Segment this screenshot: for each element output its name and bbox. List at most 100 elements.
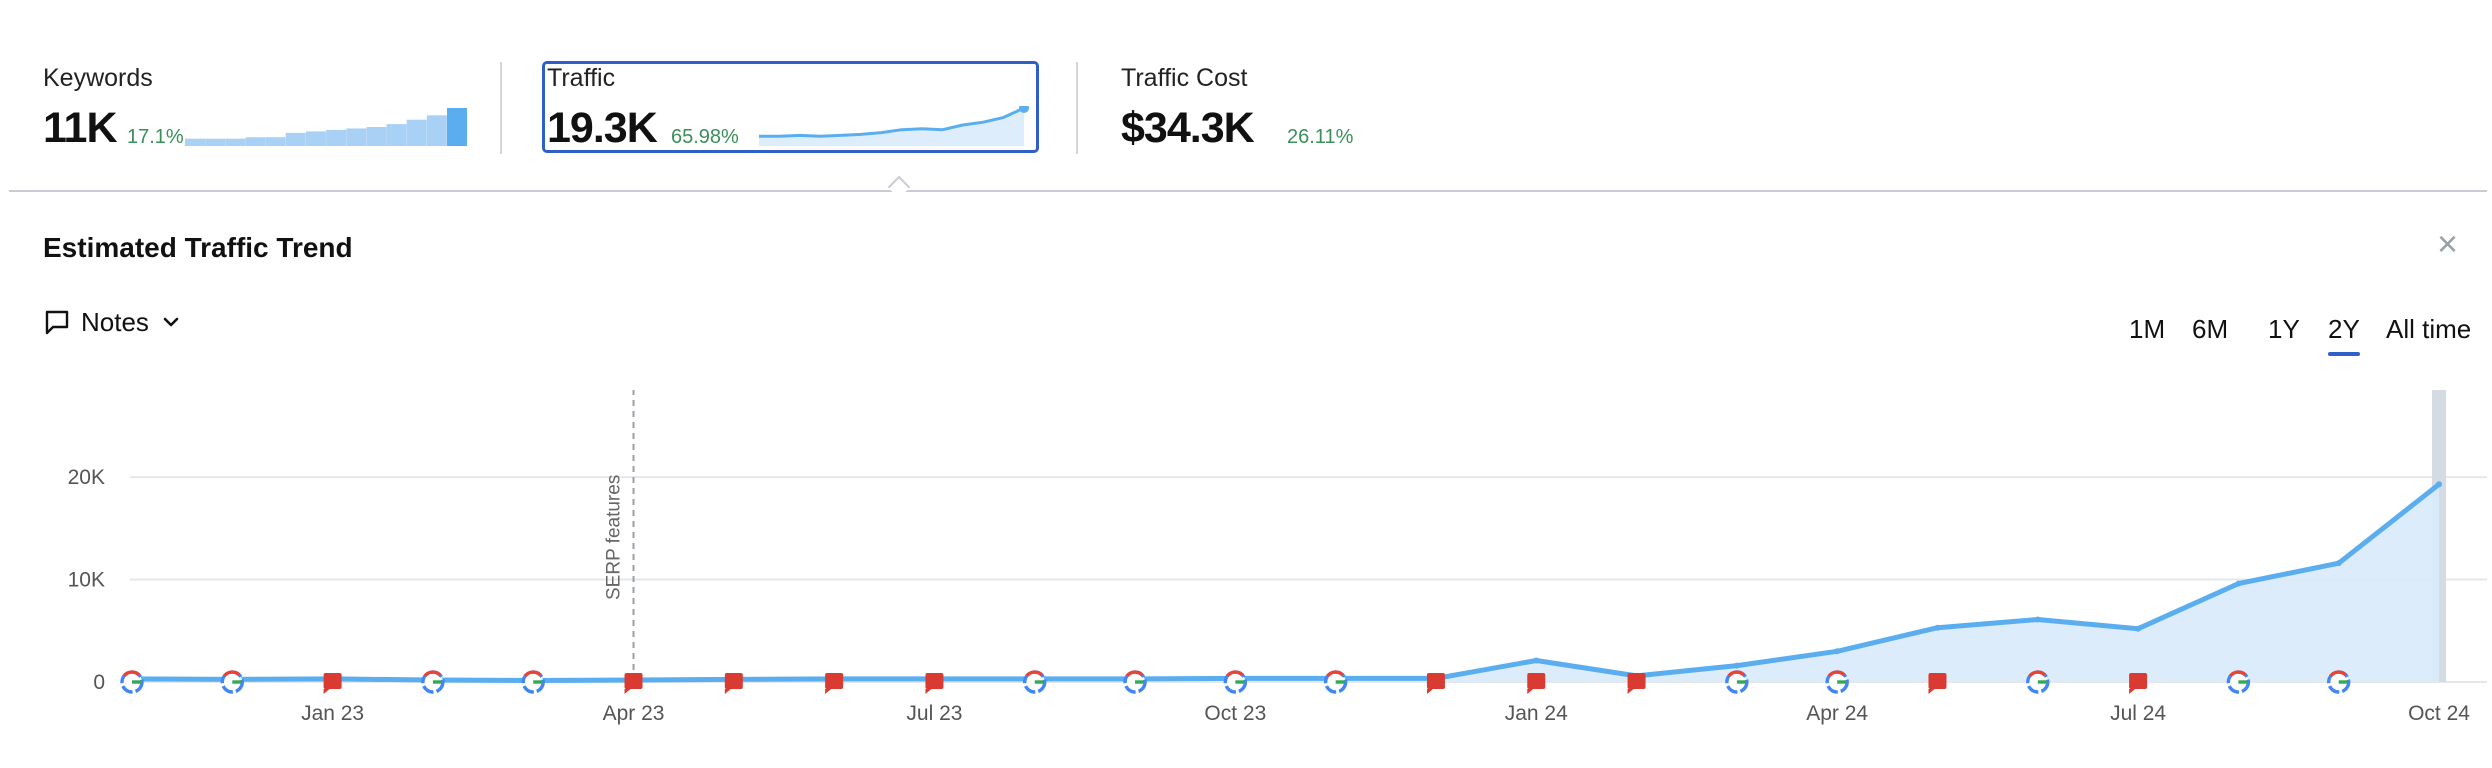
note-flag-body [1627, 673, 1646, 689]
note-flag-body [1928, 673, 1947, 689]
google-update-icon[interactable] [1023, 670, 1047, 694]
google-arc [1827, 670, 1846, 678]
note-flag-body [323, 673, 342, 689]
note-flag-icon[interactable] [1928, 673, 1947, 694]
note-flag-body [2129, 673, 2148, 689]
metric-traffic-selected-outline [542, 61, 1039, 153]
section-title: Estimated Traffic Trend [43, 232, 353, 263]
google-arc [523, 670, 542, 678]
sparkline-bar [205, 138, 226, 146]
range-1y[interactable]: 1Y [2268, 314, 2300, 344]
google-arc [2329, 670, 2347, 678]
y-tick-label: 0 [93, 671, 105, 694]
x-tick-label: Oct 23 [1204, 702, 1266, 725]
note-flag-icon[interactable] [724, 673, 743, 694]
x-tick-label: Oct 24 [2408, 702, 2470, 725]
note-flag-icon[interactable] [1527, 673, 1546, 694]
note-flag-tail [1928, 689, 1935, 694]
note-flag-icon[interactable] [2129, 673, 2148, 694]
note-flag-body [825, 673, 844, 689]
sparkline-bar [406, 119, 427, 146]
close-icon[interactable]: × [2437, 223, 2459, 264]
metric-traffic-label: Traffic [547, 64, 616, 92]
google-arc [1125, 670, 1144, 678]
y-tick-label: 20K [68, 466, 105, 489]
google-arc [2229, 670, 2247, 678]
x-tick-label: Apr 24 [1806, 702, 1868, 725]
data-point [1733, 662, 1740, 669]
google-update-icon[interactable] [521, 670, 545, 694]
x-tick-label: Jul 23 [906, 702, 962, 725]
note-flag-tail [925, 689, 932, 694]
note-flag-icon[interactable] [825, 673, 844, 694]
sparkline-bar [225, 138, 246, 146]
google-update-icon[interactable] [220, 670, 245, 694]
note-flag-tail [323, 689, 330, 694]
note-flag-icon[interactable] [925, 673, 944, 694]
note-flag-tail [1627, 689, 1634, 694]
metric-keywords-value: 11K [43, 104, 118, 152]
google-update-icon[interactable] [2226, 670, 2251, 694]
data-point [2135, 625, 2142, 632]
sparkline-bar [185, 138, 205, 146]
note-flag-body [624, 673, 643, 689]
data-point [2436, 481, 2442, 488]
traffic-overview-card: Keywords 11K 17.1% Traffic 19.3K 65.98% … [9, 0, 2487, 764]
range-1m[interactable]: 1M [2129, 314, 2166, 344]
metric-traffic-cost-value: $34.3K [1121, 104, 1255, 152]
google-arc [1025, 670, 1043, 678]
range-6m[interactable]: 6M [2192, 314, 2229, 344]
date-range-selector: 1M 6M 1Y 2Y All time [2129, 314, 2489, 362]
note-flag-icon[interactable] [1426, 673, 1445, 694]
metric-keywords-label: Keywords [43, 64, 153, 92]
note-flag-tail [624, 689, 631, 694]
metric-traffic-cost[interactable]: Traffic Cost $34.3K 26.11% [1121, 0, 1421, 190]
traffic-trend-chart: 0 10K 20K SERP features Jan 23 Apr 23 Jul 23 Oc… [68, 390, 2487, 725]
comment-icon [45, 310, 69, 335]
note-flag-body [925, 673, 944, 689]
google-arc [1727, 670, 1746, 678]
range-all-time[interactable]: All time [2386, 314, 2472, 344]
range-2y[interactable]: 2Y [2328, 314, 2360, 356]
traffic-area [132, 484, 2439, 682]
x-tick-label: Apr 23 [603, 702, 665, 725]
x-tick-label: Jul 24 [2110, 702, 2166, 725]
traffic-sparkline [759, 106, 1029, 146]
notes-dropdown[interactable]: Notes [43, 304, 193, 340]
note-flag-tail [825, 689, 832, 694]
google-update-icon[interactable] [120, 670, 144, 694]
google-update-icon[interactable] [2326, 670, 2351, 694]
google-update-icon[interactable] [2026, 670, 2050, 694]
google-update-icon[interactable] [1223, 670, 1248, 694]
google-update-icon[interactable] [1323, 670, 1348, 694]
data-point [2034, 616, 2041, 623]
data-point [2235, 580, 2242, 587]
sparkline-endpoint [1019, 106, 1029, 113]
google-arc [1225, 670, 1244, 678]
data-point [1934, 624, 1941, 631]
google-update-icon[interactable] [1825, 670, 1849, 694]
google-update-icon[interactable] [421, 670, 445, 694]
note-flag-icon[interactable] [1627, 673, 1646, 694]
metric-traffic[interactable]: Traffic 19.3K 65.98% [547, 0, 1037, 190]
sparkline-bar [426, 115, 447, 146]
metric-keywords[interactable]: Keywords 11K 17.1% [43, 0, 467, 190]
sparkline-bar [285, 132, 306, 146]
y-tick-label: 10K [68, 569, 105, 592]
metric-traffic-cost-change: 26.11% [1287, 126, 1354, 148]
data-point [2335, 560, 2342, 567]
sparkline-line [759, 106, 1025, 138]
x-tick-label: Jan 23 [301, 702, 364, 725]
google-update-icon[interactable] [1725, 670, 1749, 694]
metric-traffic-value: 19.3K [547, 104, 658, 152]
sparkline-bar [447, 108, 467, 146]
note-flag-tail [2129, 689, 2136, 694]
sparkline-bar [366, 127, 387, 146]
annotation-label: SERP features [604, 475, 625, 600]
keywords-sparkline [185, 108, 467, 146]
google-update-icon[interactable] [1123, 670, 1147, 694]
note-flag-icon[interactable] [624, 673, 643, 694]
x-tick-label: Jan 24 [1505, 702, 1568, 725]
sparkline-bar [346, 128, 367, 146]
note-flag-icon[interactable] [323, 673, 342, 694]
